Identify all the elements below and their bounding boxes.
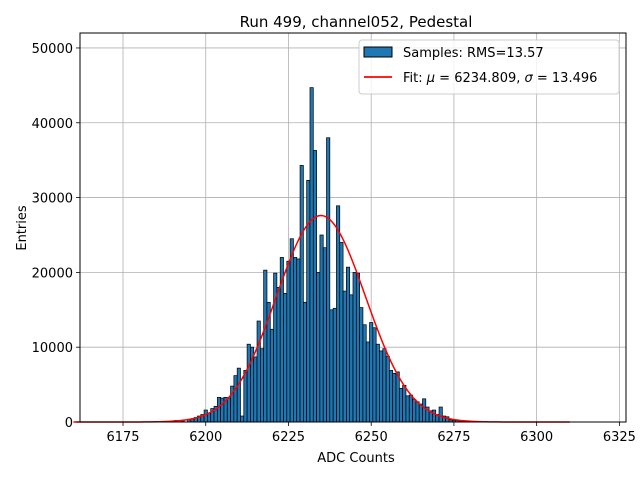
histogram-bar [392,373,397,423]
histogram-bar [306,180,311,423]
histogram-bar [362,324,367,423]
histogram-bar [233,375,238,423]
histogram-bar [395,371,400,423]
x-axis-label: ADC Counts [317,451,395,466]
histogram-bar [322,247,327,423]
histogram-bar [385,355,390,423]
histogram-bar [296,258,301,423]
histogram-bar [329,309,334,423]
legend-box [358,39,620,95]
histogram-bar [240,415,245,423]
histogram-bar [359,307,364,423]
histogram-bar [226,397,231,423]
histogram-bar [220,397,225,423]
histogram-bar [289,238,294,423]
histogram-bar [253,356,258,423]
histogram-bar [236,367,241,423]
histogram-bar [339,242,344,423]
histogram-bar [432,409,437,423]
histogram-bar [286,260,291,423]
x-tick-label: 6300 [520,430,553,445]
histogram-bar [216,396,221,423]
histogram-bar [269,328,274,423]
legend-samples-label: Samples: RMS=13.57 [403,46,544,61]
histogram-bar [243,370,248,423]
histogram-bar [256,320,261,423]
histogram-bar [438,406,443,423]
histogram-bar [422,398,427,423]
histogram-bar [312,150,317,423]
x-axis-ticks: 6175 6200 6225 6250 6275 6300 6325 [106,422,636,445]
histogram-bar [408,394,413,423]
histogram-bar [389,370,394,423]
histogram-bar [303,301,308,423]
histogram-bar [379,350,384,423]
y-axis-label: Entries [15,205,30,251]
histogram-bar [398,387,403,423]
histogram-bar [349,294,354,423]
histogram-bar [402,384,407,423]
histogram-bar [412,399,417,423]
histogram-bar [246,343,251,423]
histogram-bar [355,272,360,423]
histogram-bar [326,137,331,423]
histogram-bar [332,307,337,423]
histogram-bar [375,343,380,423]
y-tick-label: 30000 [32,192,73,207]
y-tick-label: 50000 [32,42,73,57]
y-tick-label: 10000 [32,341,73,356]
histogram-bar [259,348,265,423]
histogram-bar [405,395,410,423]
histogram-bar [369,322,374,423]
legend: Samples: RMS=13.57 Fit: μ = 6234.809, σ … [358,39,620,95]
histogram-bar [316,272,321,423]
legend-bar-swatch [363,46,393,58]
histogram-bar [319,234,324,423]
y-axis-ticks: 0 10000 20000 30000 40000 50000 [32,42,80,431]
x-tick-label: 6325 [603,430,636,445]
histogram-bar [263,269,268,423]
x-tick-label: 6250 [355,430,388,445]
chart-title: Run 499, channel052, Pedestal [240,13,473,31]
histogram-bar [415,401,420,423]
x-tick-label: 6200 [189,430,222,445]
histogram-bar [346,266,351,423]
histogram-bar [352,272,357,423]
histogram-bar [276,286,281,423]
legend-fit-label: Fit: μ = 6234.809, σ = 13.496 [403,71,597,86]
plot-frame [79,32,627,423]
histogram-bar [336,205,341,423]
histogram-bar [365,341,370,423]
y-tick-label: 40000 [32,117,73,132]
histogram-bar [293,257,298,423]
histogram-bar [342,290,347,423]
histogram-bar [382,348,387,423]
x-tick-label: 6175 [106,430,139,445]
histogram-bar [283,292,288,423]
histogram-bar [309,87,314,423]
histogram-bar [372,327,377,423]
histogram-bar [203,409,208,423]
y-tick-label: 20000 [32,266,73,281]
y-tick-label: 0 [65,416,73,431]
histogram-bar [299,165,304,423]
x-tick-label: 6275 [437,430,470,445]
x-tick-label: 6225 [272,430,305,445]
